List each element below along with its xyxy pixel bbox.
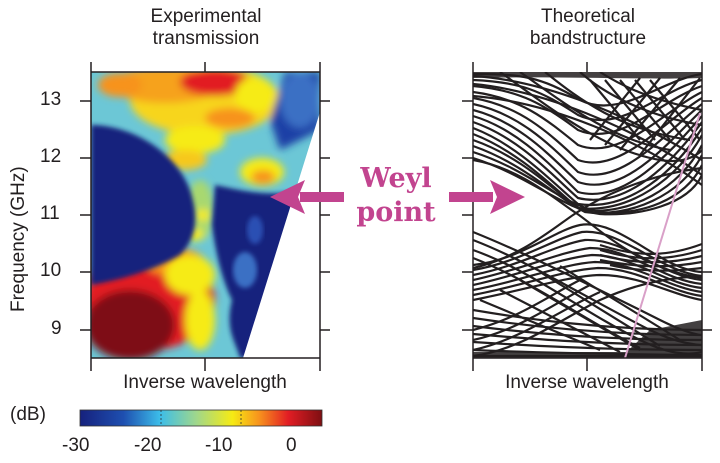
right-arrowhead xyxy=(490,180,525,214)
ytick-9: 9 xyxy=(51,318,62,339)
colorbar-tick-minus20: -20 xyxy=(134,435,162,456)
left-panel-title: Experimental transmission xyxy=(90,6,322,50)
left-x-axis-label: Inverse wavelength xyxy=(123,372,287,393)
right-title-line1: Theoretical xyxy=(541,6,635,27)
weyl-label-line2: point xyxy=(356,197,436,228)
right-x-axis-label: Inverse wavelength xyxy=(505,372,669,393)
left-axes xyxy=(80,62,330,371)
left-title-line1: Experimental xyxy=(150,6,262,27)
colorbar-tick-minus30: -30 xyxy=(62,435,90,456)
colorbar-tick-minus10: -10 xyxy=(205,435,233,456)
right-axes xyxy=(462,62,712,371)
ytick-11: 11 xyxy=(40,203,60,224)
weyl-label-line1: Weyl xyxy=(360,163,432,194)
right-arrow-shaft xyxy=(449,192,493,202)
left-arrowhead xyxy=(270,180,305,214)
left-title-line2: transmission xyxy=(152,28,260,49)
transmission-heatmap xyxy=(91,72,320,358)
bandstructure-plot xyxy=(473,72,702,358)
weyl-arrows xyxy=(270,180,525,214)
light-line xyxy=(624,112,701,358)
ytick-10: 10 xyxy=(40,260,62,281)
colorbar xyxy=(79,409,323,427)
y-axis-label: Frequency (GHz) xyxy=(8,166,29,312)
right-panel-title: Theoretical bandstructure xyxy=(472,6,704,50)
ytick-13: 13 xyxy=(40,89,62,110)
right-title-line2: bandstructure xyxy=(529,28,647,49)
colorbar-unit: (dB) xyxy=(10,404,46,425)
colorbar-tick-0: 0 xyxy=(286,435,297,456)
ytick-12: 12 xyxy=(40,146,62,167)
left-arrow-shaft xyxy=(300,192,344,202)
weyl-point-label: Weyl point xyxy=(340,162,452,230)
